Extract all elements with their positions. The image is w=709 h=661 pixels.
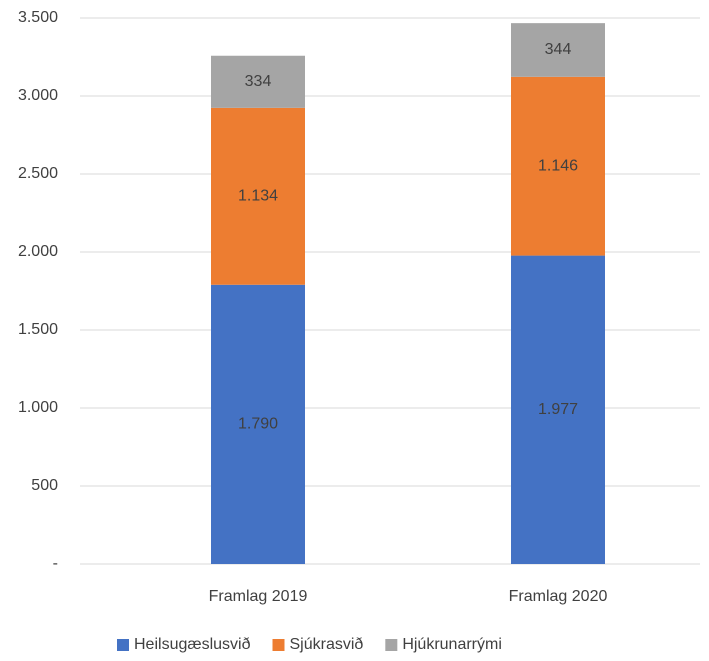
y-tick-label: 1.000 — [18, 399, 58, 416]
y-tick-label: 1.500 — [18, 321, 58, 338]
y-tick-label: 500 — [31, 477, 58, 494]
bar-segment — [511, 255, 605, 564]
y-tick-label: - — [53, 555, 58, 572]
legend-label: Hjúkrunarrými — [402, 636, 502, 653]
data-label: 1.146 — [538, 157, 578, 174]
y-tick-label: 2.000 — [18, 243, 58, 260]
data-label: 344 — [545, 41, 572, 58]
legend-label: Sjúkrasvið — [290, 636, 364, 653]
data-label: 1.134 — [238, 188, 278, 205]
legend-swatch — [117, 639, 129, 651]
bar-segment — [211, 284, 305, 564]
bar-segment — [211, 107, 305, 285]
bar-segment — [211, 55, 305, 108]
data-label: 1.977 — [538, 401, 578, 418]
x-tick-label: Framlag 2019 — [209, 588, 308, 605]
legend-swatch — [272, 639, 285, 651]
data-label: 334 — [245, 73, 272, 90]
y-tick-label: 2.500 — [18, 165, 58, 182]
y-tick-label: 3.500 — [18, 9, 58, 26]
legend-swatch — [385, 639, 398, 651]
x-tick-label: Framlag 2020 — [509, 588, 608, 605]
bar-segment — [511, 23, 605, 77]
bar-segment — [511, 76, 605, 256]
data-label: 1.790 — [238, 416, 278, 433]
legend-label: Heilsugæslusvið — [134, 636, 251, 653]
y-tick-label: 3.000 — [18, 87, 58, 104]
